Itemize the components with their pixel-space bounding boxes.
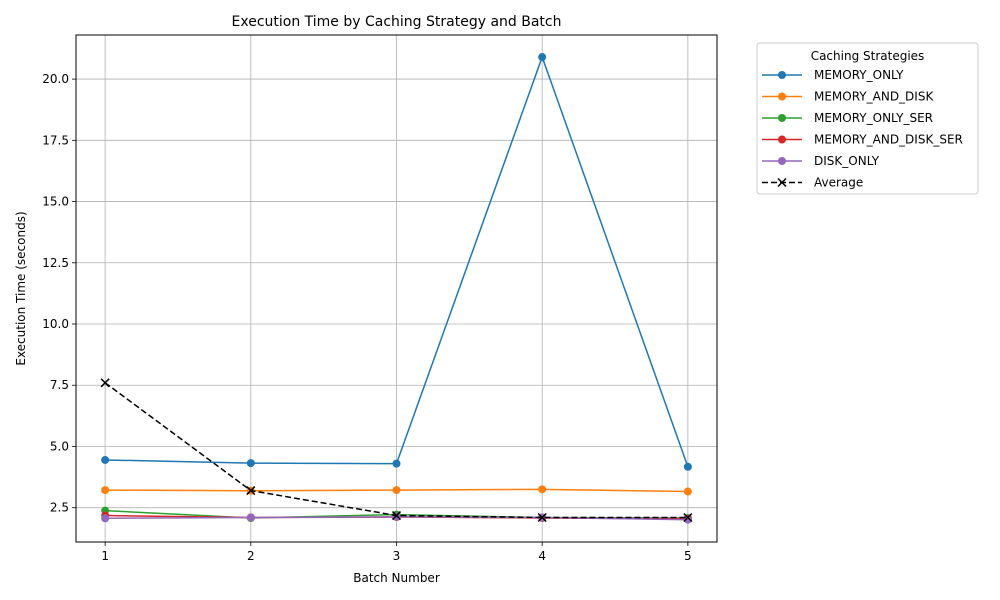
chart-title: Execution Time by Caching Strategy and B… bbox=[232, 14, 562, 30]
x-tick-label: 5 bbox=[684, 549, 692, 563]
data-point-average bbox=[683, 512, 693, 523]
data-point-memory-and-disk bbox=[683, 487, 692, 496]
data-point-average bbox=[246, 486, 256, 496]
legend-swatch-marker bbox=[777, 177, 787, 188]
legend-item-memory-and-disk-ser: MEMORY_AND_DISK_SER bbox=[762, 133, 963, 147]
y-tick-label: 17.5 bbox=[42, 133, 69, 147]
legend-item-average: Average bbox=[762, 176, 863, 190]
data-point-memory-and-disk bbox=[101, 486, 110, 495]
x-tick-label: 2 bbox=[247, 549, 255, 563]
series-memory-and-disk bbox=[101, 485, 692, 496]
legend-label: Average bbox=[814, 176, 863, 190]
x-tick-label: 4 bbox=[538, 549, 546, 563]
data-point-memory-and-disk bbox=[392, 486, 401, 495]
legend-label: MEMORY_ONLY bbox=[814, 68, 904, 82]
data-point-memory-only bbox=[101, 455, 110, 464]
axis-ticks: 1 2 3 4 5 2.5 5.0 7.5 10.0 12.5 15.0 17.5 20.0 bbox=[42, 72, 691, 563]
legend-item-memory-and-disk: MEMORY_AND_DISK bbox=[762, 90, 934, 104]
legend-swatch-marker bbox=[778, 114, 786, 122]
x-tick-label: 1 bbox=[101, 549, 109, 563]
data-point-disk-only bbox=[392, 512, 401, 521]
legend-title: Caching Strategies bbox=[811, 49, 925, 63]
series-average bbox=[100, 378, 693, 523]
y-tick-label: 20.0 bbox=[42, 72, 69, 86]
legend-label: MEMORY_AND_DISK bbox=[814, 90, 934, 104]
legend-swatch-marker bbox=[778, 71, 786, 79]
data-point-disk-only bbox=[101, 514, 110, 523]
legend-swatch-marker bbox=[778, 92, 786, 101]
data-point-disk-only bbox=[683, 515, 692, 524]
x-axis-title: Batch Number bbox=[353, 571, 440, 585]
y-tick-label: 5.0 bbox=[50, 439, 69, 453]
legend-swatch-marker bbox=[778, 157, 786, 165]
y-tick-label: 10.0 bbox=[42, 317, 69, 331]
legend-box bbox=[756, 42, 979, 195]
data-point-average bbox=[537, 512, 547, 523]
data-point-disk-only bbox=[246, 513, 255, 522]
grid-lines bbox=[76, 35, 717, 542]
data-point-memory-and-disk bbox=[538, 485, 547, 494]
data-point-memory-only bbox=[538, 53, 547, 62]
legend-label: DISK_ONLY bbox=[814, 154, 880, 168]
data-point-memory-only bbox=[683, 462, 692, 471]
legend-item-memory-only-ser: MEMORY_ONLY_SER bbox=[762, 111, 933, 125]
legend-item-disk-only: DISK_ONLY bbox=[762, 154, 880, 168]
series-memory-only bbox=[101, 53, 692, 471]
series-lines bbox=[100, 53, 693, 524]
y-tick-label: 12.5 bbox=[42, 256, 69, 270]
data-point-memory-only bbox=[392, 459, 401, 468]
legend-item-memory-only: MEMORY_ONLY bbox=[762, 68, 904, 82]
legend: Caching Strategies MEMORY_ONLY MEMORY_AND… bbox=[756, 42, 979, 195]
legend-swatch-marker bbox=[778, 135, 786, 144]
legend-label: MEMORY_ONLY_SER bbox=[814, 111, 933, 125]
y-tick-label: 2.5 bbox=[50, 501, 69, 515]
data-point-average bbox=[391, 511, 402, 521]
legend-label: MEMORY_AND_DISK_SER bbox=[814, 133, 963, 147]
y-tick-label: 7.5 bbox=[50, 378, 69, 392]
data-point-memory-only bbox=[246, 459, 255, 468]
data-point-average bbox=[100, 378, 110, 388]
y-tick-label: 15.0 bbox=[42, 195, 69, 209]
x-tick-label: 3 bbox=[393, 549, 401, 563]
y-axis-title: Execution Time (seconds) bbox=[14, 211, 28, 365]
